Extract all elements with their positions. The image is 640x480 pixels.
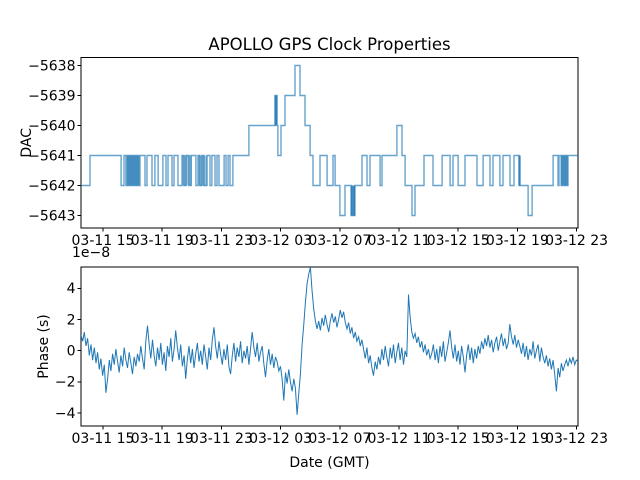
y-tick-label: 0 — [67, 344, 76, 360]
x-tick-label: 03-11 15 — [72, 233, 135, 249]
x-tick-label: 03-11 19 — [131, 431, 194, 447]
y-tick-label: −5638 — [28, 58, 75, 74]
x-tick-label: 03-12 15 — [427, 431, 490, 447]
x-tick-label: 03-12 19 — [486, 431, 549, 447]
dac-ylabel: DAC — [19, 128, 35, 158]
y-tick-label: −5641 — [28, 148, 75, 164]
x-tick-label: 03-11 23 — [190, 233, 253, 249]
y-tick-label: −5643 — [28, 208, 75, 224]
y-tick-label: 2 — [67, 312, 76, 328]
x-tick-label: 03-12 07 — [308, 431, 371, 447]
x-tick-label: 03-11 15 — [72, 431, 135, 447]
x-tick-label: 03-12 03 — [249, 233, 312, 249]
x-tick-label: 03-12 23 — [545, 431, 608, 447]
figure-title: APOLLO GPS Clock Properties — [208, 35, 450, 54]
phase-offset-text: 1e−8 — [72, 245, 110, 261]
y-tick-label: −5642 — [28, 178, 75, 194]
x-tick-label: 03-12 07 — [308, 233, 371, 249]
y-tick-label: 4 — [67, 281, 76, 297]
dac-dense-bar — [182, 155, 192, 186]
x-tick-label: 03-11 19 — [131, 233, 194, 249]
dac-axes-frame — [80, 57, 579, 229]
x-tick-label: 03-12 19 — [486, 233, 549, 249]
y-tick-label: −5639 — [28, 88, 75, 104]
date-xlabel: Date (GMT) — [289, 455, 369, 471]
phase-ylabel: Phase (s) — [36, 314, 52, 378]
x-tick-label: 03-11 23 — [190, 431, 253, 447]
phase-line — [81, 267, 578, 415]
phase-axes-frame — [80, 266, 579, 427]
y-tick-label: −2 — [55, 375, 76, 391]
dac-dense-bar — [274, 95, 278, 126]
x-tick-label: 03-12 23 — [545, 233, 608, 249]
x-tick-label: 03-12 03 — [249, 431, 312, 447]
x-tick-label: 03-12 11 — [368, 431, 431, 447]
dac-dense-bar — [351, 185, 356, 216]
y-tick-label: −5640 — [28, 118, 75, 134]
x-tick-label: 03-12 15 — [427, 233, 490, 249]
y-tick-label: −4 — [55, 406, 76, 422]
dac-step-line — [81, 64, 578, 217]
x-tick-label: 03-12 11 — [368, 233, 431, 249]
